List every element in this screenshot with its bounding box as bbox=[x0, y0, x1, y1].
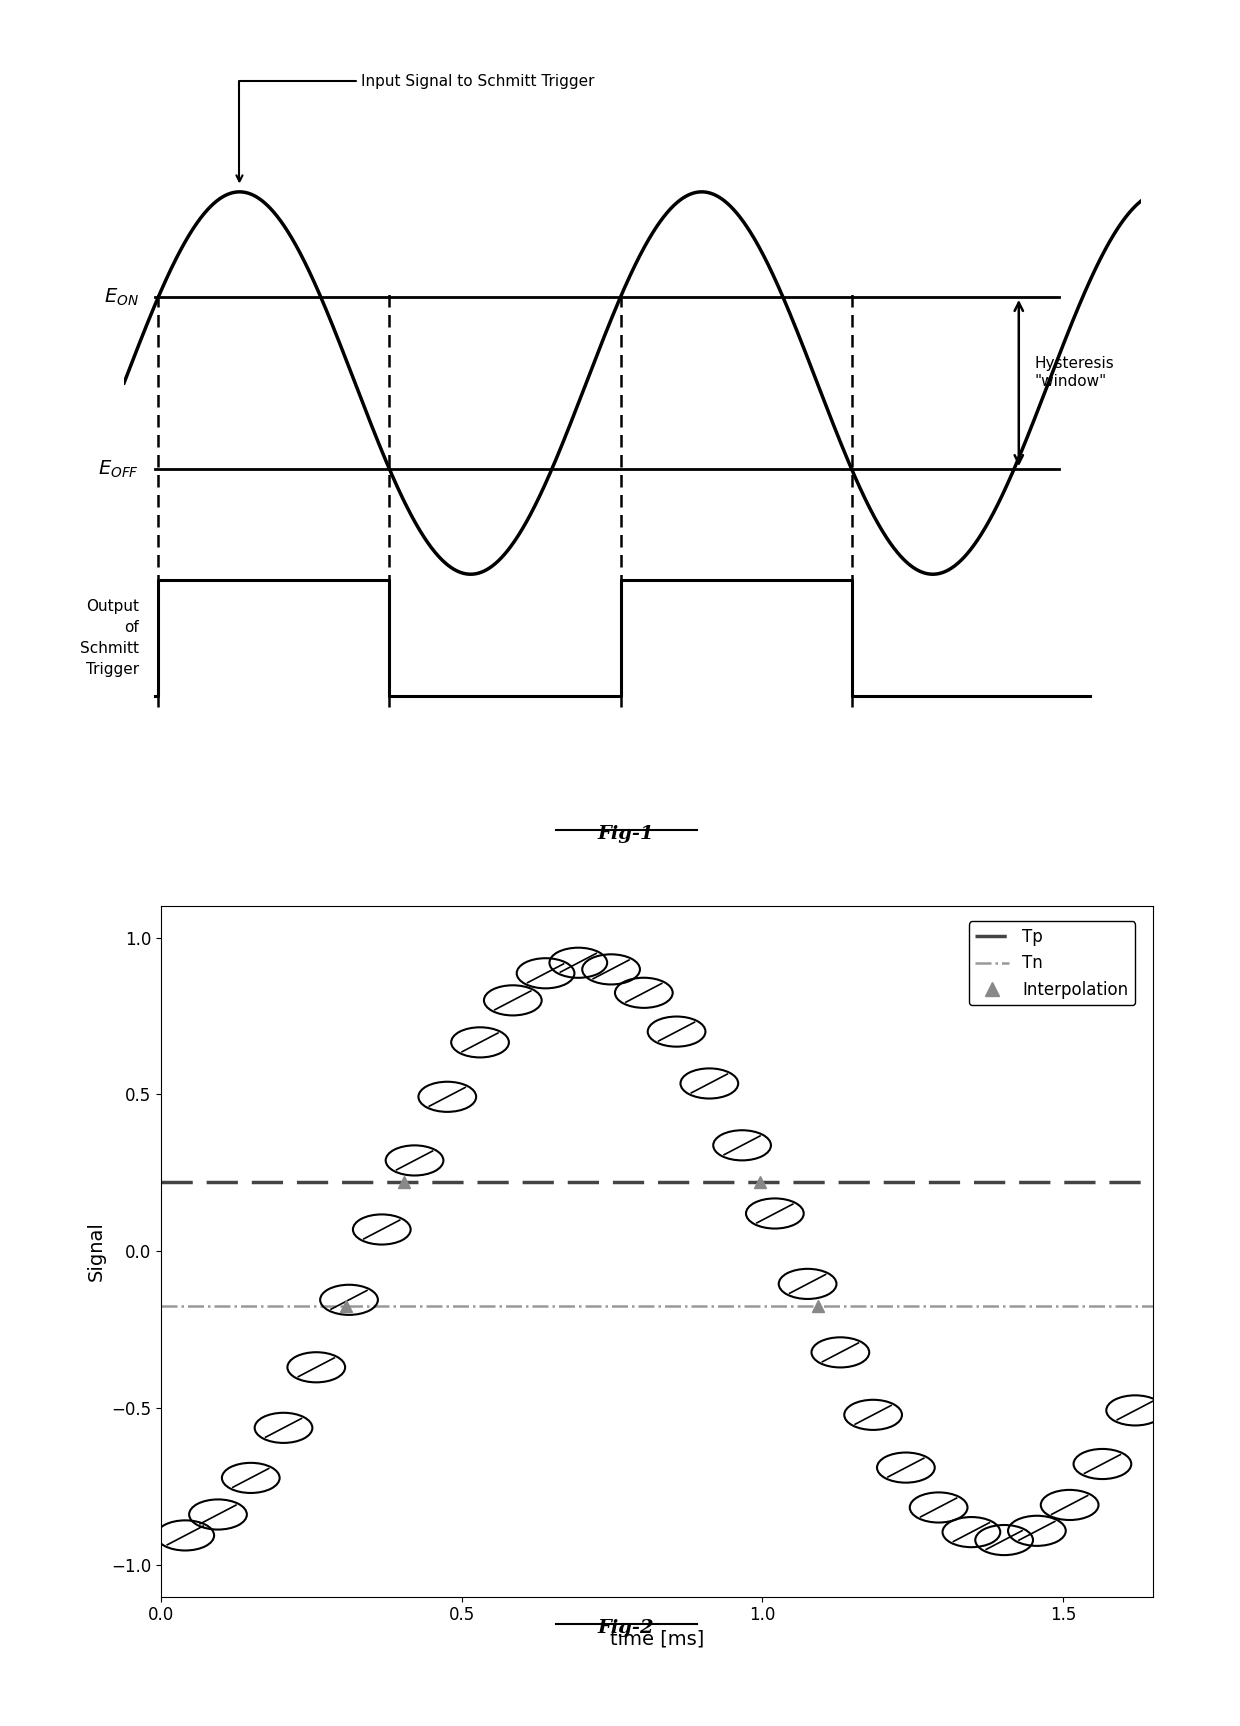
Y-axis label: Signal: Signal bbox=[87, 1222, 105, 1281]
X-axis label: time [ms]: time [ms] bbox=[610, 1629, 704, 1648]
Text: $E_{OFF}$: $E_{OFF}$ bbox=[98, 459, 139, 480]
Text: Fig-2: Fig-2 bbox=[598, 1619, 655, 1636]
Text: Input Signal to Schmitt Trigger: Input Signal to Schmitt Trigger bbox=[237, 74, 595, 181]
Text: Hysteresis
"window": Hysteresis "window" bbox=[1034, 356, 1114, 388]
Text: $E_{ON}$: $E_{ON}$ bbox=[104, 287, 139, 307]
Legend: Tp, Tn, Interpolation: Tp, Tn, Interpolation bbox=[968, 922, 1135, 1005]
Text: Fig-1: Fig-1 bbox=[598, 825, 655, 842]
Text: Output
of
Schmitt
Trigger: Output of Schmitt Trigger bbox=[81, 599, 139, 677]
